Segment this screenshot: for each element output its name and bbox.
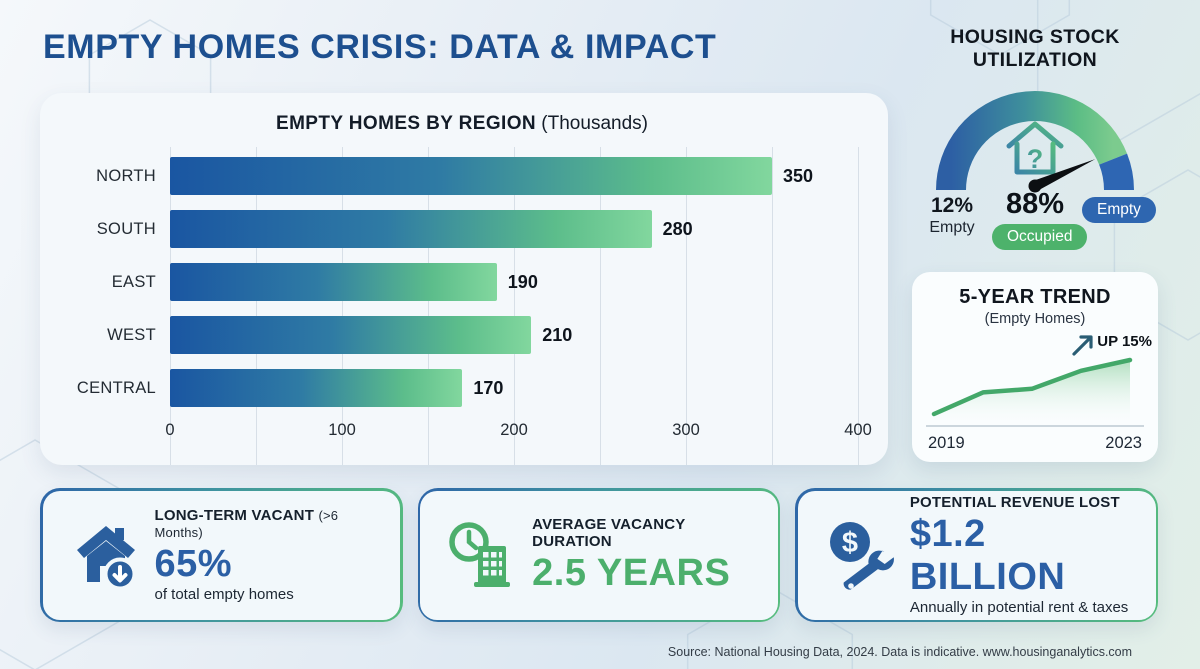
gridline	[514, 147, 515, 465]
stat-card-revenue-lost: $ POTENTIAL REVENUE LOST $1.2 BILLION An…	[795, 488, 1159, 622]
x-tick-label: 100	[328, 421, 356, 439]
bar-category-label: CENTRAL	[76, 378, 156, 397]
bar-row: 280	[170, 210, 858, 248]
trend-subtitle: (Empty Homes)	[984, 311, 1086, 327]
stat-card-inner: LONG-TERM VACANT (>6 Months) 65% of tota…	[42, 490, 401, 620]
bar-west	[170, 316, 532, 354]
gridline	[342, 147, 343, 465]
gridline	[600, 147, 601, 465]
trend-title: 5-YEAR TREND	[959, 286, 1111, 308]
gauge-occupied-stat: 88% Occupied	[992, 188, 1088, 250]
gauge-empty-value: 12%	[930, 194, 974, 217]
gridline	[256, 147, 257, 465]
gridline	[686, 147, 687, 465]
bar-chart-body: NORTH SOUTH EAST WEST CENTRAL 350 280 190 210 17…	[66, 147, 872, 465]
stat-subtext: Annually in potential rent & taxes	[909, 599, 1129, 617]
stat-value: 2.5 YEARS	[532, 551, 731, 594]
stat-card-inner: $ POTENTIAL REVENUE LOST $1.2 BILLION An…	[797, 490, 1156, 620]
stat-card-text: AVERAGE VACANCY DURATION 2.5 YEARS	[526, 516, 760, 595]
bar-east	[170, 263, 497, 301]
trend-annotation-text: UP 15%	[1097, 333, 1152, 350]
five-year-trend-card: 5-YEAR TREND (Empty Homes) UP 15% 2019	[912, 272, 1158, 462]
gauge-empty-segment-label: Empty	[1082, 197, 1156, 223]
stat-value: 65%	[154, 542, 233, 585]
bar-row: 350	[170, 157, 858, 195]
x-tick-label: 400	[844, 421, 872, 439]
bar-south	[170, 210, 652, 248]
svg-text:$: $	[842, 527, 858, 559]
bar-central	[170, 369, 463, 407]
stat-card-inner: AVERAGE VACANCY DURATION 2.5 YEARS	[420, 490, 778, 620]
gauge-title: HOUSING STOCK UTILIZATION	[950, 26, 1120, 72]
gridline	[428, 147, 429, 465]
bar-value-label: 280	[662, 218, 693, 239]
house-arrow-down-icon	[63, 516, 149, 594]
x-tick-label: 300	[672, 421, 700, 439]
housing-stock-gauge: HOUSING STOCK UTILIZATION ?	[908, 26, 1162, 258]
bar-chart-panel: EMPTY HOMES BY REGION (Thousands) NORTH S…	[40, 93, 888, 465]
trend-line	[931, 357, 1133, 417]
bar-category-label: EAST	[111, 272, 156, 291]
bar-row: 210	[170, 316, 858, 354]
stat-card-label: POTENTIAL REVENUE LOST	[909, 493, 1120, 511]
bar-north	[170, 157, 772, 195]
trend-area-fill	[934, 360, 1130, 424]
bar-chart-x-axis: 0 100 200 300 400	[165, 421, 871, 455]
stat-label-note: (>6 Months)	[154, 507, 339, 540]
stat-card-text: LONG-TERM VACANT (>6 Months) 65% of tota…	[149, 507, 383, 604]
gauge-empty-arc	[1098, 153, 1134, 191]
bar-row: 170	[170, 369, 858, 407]
gridline	[772, 147, 773, 465]
bar-category-label: SOUTH	[96, 219, 156, 238]
source-footnote: Source: National Housing Data, 2024. Dat…	[667, 645, 1133, 659]
bar-chart-plot: 350 280 190 210 170 0 100 200 300 400	[165, 147, 872, 465]
bar-category-label: NORTH	[96, 166, 156, 185]
bar-category-label: WEST	[107, 325, 156, 344]
trend-annotation: UP 15%	[1071, 331, 1152, 357]
x-tick-label: 0	[165, 421, 175, 439]
trend-year-start: 2019	[928, 434, 965, 452]
bar-chart-bars: 350 280 190 210 170	[170, 151, 858, 407]
stat-card-label: LONG-TERM VACANT (>6 Months)	[155, 507, 383, 541]
gridline	[170, 147, 171, 465]
page-title: EMPTY HOMES CRISIS: DATA & IMPACT	[43, 28, 717, 66]
gauge-needle-pivot	[1028, 179, 1042, 193]
house-question-icon: ?	[1006, 121, 1064, 175]
bar-chart-category-labels: NORTH SOUTH EAST WEST CENTRAL	[66, 151, 170, 455]
stat-card-long-term-vacant: LONG-TERM VACANT (>6 Months) 65% of tota…	[40, 488, 403, 622]
gauge-needle-icon	[1032, 159, 1096, 191]
gauge-empty-label: Empty	[929, 219, 975, 236]
bar-chart-gridlines	[170, 147, 859, 465]
trend-line-chart	[926, 357, 1144, 427]
stat-card-vacancy-duration: AVERAGE VACANCY DURATION 2.5 YEARS	[417, 488, 781, 622]
occupied-badge: Occupied	[992, 224, 1088, 250]
bar-value-label: 210	[542, 324, 573, 345]
stat-value: $1.2 BILLION	[909, 512, 1066, 598]
bar-chart-title-unit: (Thousands)	[536, 113, 648, 134]
empty-badge: Empty	[1082, 197, 1156, 223]
bar-chart-title-main: EMPTY HOMES BY REGION	[276, 113, 537, 134]
bar-chart-title: EMPTY HOMES BY REGION (Thousands)	[66, 113, 858, 135]
dollar-wrench-icon: $	[818, 516, 904, 594]
trend-x-axis: 2019 2023	[928, 434, 1142, 453]
bar-value-label: 350	[783, 165, 814, 186]
up-arrow-icon	[1072, 335, 1093, 356]
svg-text:?: ?	[1027, 144, 1044, 174]
trend-year-end: 2023	[1105, 434, 1142, 452]
x-tick-label: 200	[500, 421, 528, 439]
stat-cards-row: LONG-TERM VACANT (>6 Months) 65% of tota…	[40, 488, 1159, 622]
gauge-empty-stat: 12% Empty	[914, 194, 990, 237]
bar-row: 190	[170, 263, 858, 301]
stat-card-label: AVERAGE VACANCY DURATION	[532, 515, 686, 550]
stat-subtext: of total empty homes	[154, 586, 294, 604]
clock-building-icon	[440, 516, 526, 594]
stat-card-text: POTENTIAL REVENUE LOST $1.2 BILLION Annu…	[904, 494, 1138, 616]
bar-value-label: 170	[473, 377, 504, 398]
gauge-occupied-value: 88%	[1005, 188, 1065, 220]
stat-label-main: LONG-TERM VACANT	[154, 506, 315, 524]
gridline	[858, 147, 859, 465]
gauge-chart: ?	[936, 91, 1134, 193]
bar-value-label: 190	[507, 271, 538, 292]
